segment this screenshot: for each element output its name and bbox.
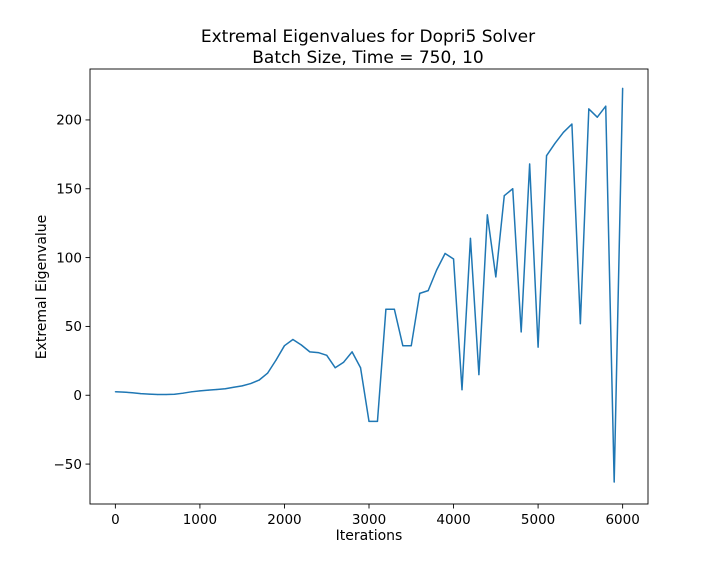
- series-line: [115, 88, 624, 483]
- data-point: [596, 116, 598, 118]
- data-point: [436, 269, 438, 271]
- data-point: [182, 392, 184, 394]
- data-point: [359, 367, 362, 369]
- y-tick-label: −50: [54, 457, 83, 473]
- data-point: [419, 292, 421, 294]
- data-point: [402, 345, 404, 347]
- data-point: [148, 393, 150, 395]
- data-point: [334, 367, 336, 369]
- data-point: [444, 252, 446, 255]
- chart-subtitle: Batch Size, Time = 750, 10: [252, 48, 484, 68]
- y-axis-ticks: −50 0 50 100 150 200: [54, 113, 90, 473]
- data-point: [309, 351, 311, 353]
- data-point: [562, 131, 565, 133]
- data-point: [385, 308, 387, 310]
- data-point: [452, 258, 455, 260]
- data-point: [343, 361, 345, 363]
- data-point: [216, 388, 218, 391]
- data-point: [461, 389, 463, 391]
- data-point: [131, 392, 133, 394]
- data-point: [266, 372, 269, 374]
- data-point: [233, 386, 235, 388]
- data-point: [486, 214, 488, 216]
- x-tick-label: 4000: [436, 512, 470, 528]
- data-point: [190, 391, 193, 393]
- data-point: [529, 163, 531, 165]
- data-point: [114, 391, 116, 393]
- data-point: [165, 393, 167, 396]
- y-tick-label: 100: [56, 250, 82, 266]
- data-point: [520, 331, 522, 333]
- data-point: [537, 346, 539, 348]
- data-point: [199, 390, 201, 392]
- data-point: [605, 105, 607, 107]
- data-point: [588, 108, 590, 110]
- data-point: [469, 237, 472, 239]
- data-point: [554, 142, 556, 144]
- data-point: [613, 481, 615, 483]
- data-point: [283, 345, 286, 347]
- data-point: [393, 308, 395, 310]
- data-point: [300, 344, 302, 346]
- y-tick-label: 50: [65, 319, 82, 335]
- data-point: [545, 155, 548, 157]
- data-point: [292, 338, 294, 341]
- data-point: [317, 351, 319, 354]
- data-point: [495, 276, 497, 278]
- data-point: [123, 391, 125, 393]
- x-tick-label: 5000: [521, 512, 555, 528]
- data-point: [207, 389, 209, 391]
- y-axis-label: Extremal Eigenvalue: [34, 215, 50, 360]
- x-tick-label: 0: [111, 512, 120, 528]
- data-point: [410, 345, 412, 347]
- data-point: [241, 385, 243, 387]
- data-point: [157, 393, 159, 396]
- plot-area-frame: [89, 68, 649, 505]
- data-point: [368, 420, 370, 423]
- data-point: [140, 393, 142, 395]
- data-point: [173, 393, 176, 395]
- data-point: [427, 290, 429, 292]
- data-point: [503, 195, 505, 197]
- data-point: [250, 382, 252, 385]
- data-point: [275, 359, 277, 361]
- data-point: [351, 351, 353, 353]
- y-tick-label: 200: [56, 113, 82, 129]
- plot-series: [114, 87, 624, 483]
- data-point: [376, 420, 379, 423]
- x-tick-label: 6000: [605, 512, 639, 528]
- y-tick-label: 150: [56, 182, 82, 198]
- x-axis-label: Iterations: [336, 528, 403, 544]
- data-point: [512, 188, 514, 190]
- x-axis-ticks: 0 1000 2000 3000 4000 5000 6000: [111, 504, 640, 528]
- data-point: [622, 87, 624, 89]
- data-point: [571, 123, 573, 125]
- x-tick-label: 2000: [267, 512, 301, 528]
- x-tick-label: 1000: [183, 512, 217, 528]
- data-point: [579, 323, 581, 325]
- chart-title: Extremal Eigenvalues for Dopri5 Solver: [201, 27, 535, 47]
- data-point: [258, 379, 260, 381]
- x-tick-label: 3000: [352, 512, 386, 528]
- y-tick-label: 0: [73, 388, 82, 404]
- data-point: [326, 354, 328, 356]
- data-point: [224, 388, 226, 390]
- data-point: [478, 374, 480, 376]
